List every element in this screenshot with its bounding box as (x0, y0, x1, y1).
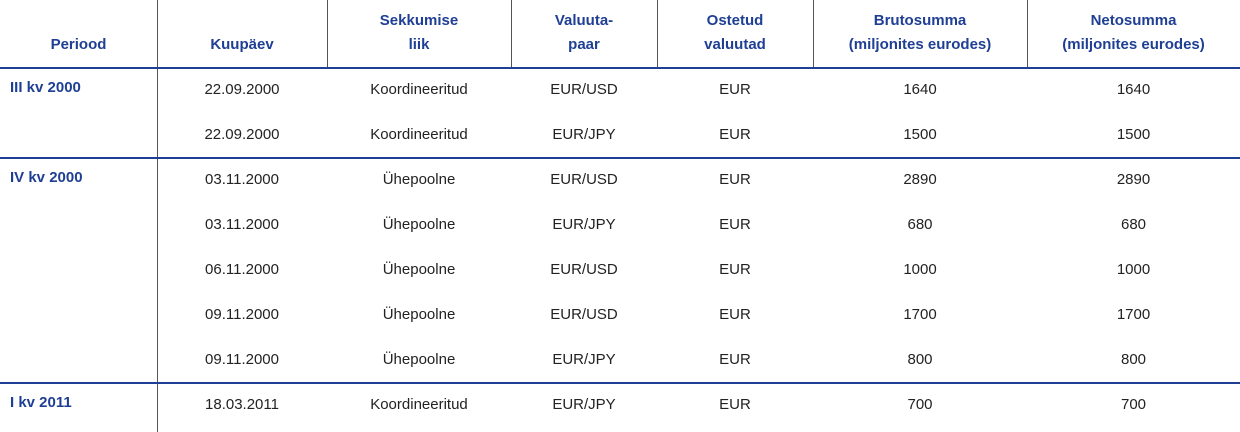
table-cell: 680 (1120, 216, 1147, 233)
period-divider (157, 68, 158, 432)
column-header: Kuupäev (210, 36, 274, 53)
table-cell: Ühepoolne (382, 216, 456, 233)
period-label: IV kv 2000 (10, 169, 83, 186)
table-cell: EUR/USD (550, 81, 618, 98)
table-cell: 09.11.2000 (205, 306, 279, 323)
table-cell: 03.11.2000 (205, 216, 279, 233)
table-cell: Ühepoolne (382, 351, 456, 368)
table-cell: EUR/JPY (552, 351, 616, 368)
table-cell: 1640 (903, 81, 937, 98)
table-cell: Ühepoolne (382, 171, 456, 188)
header-divider (327, 0, 328, 68)
header-divider (813, 0, 814, 68)
table-cell: EUR/USD (550, 171, 618, 188)
table-cell: 1000 (903, 261, 937, 278)
column-header: paar (568, 36, 600, 53)
column-header: Periood (50, 36, 107, 53)
table-cell: 22.09.2000 (204, 126, 280, 143)
table-cell: Ühepoolne (382, 306, 456, 323)
table-cell: 2890 (903, 171, 937, 188)
table-cell: 1000 (1116, 261, 1151, 278)
table-cell: Koordineeritud (370, 81, 468, 98)
table-cell: 800 (907, 351, 933, 368)
table-cell: EUR (719, 396, 751, 413)
table-cell: 06.11.2000 (205, 261, 279, 278)
table-cell: 2890 (1116, 171, 1151, 188)
table-cell: EUR/JPY (552, 216, 616, 233)
table-cell: 1700 (903, 306, 937, 323)
table-cell: Ühepoolne (382, 261, 456, 278)
table-cell: EUR/JPY (552, 126, 616, 143)
header-divider (1027, 0, 1028, 68)
column-header: liik (408, 36, 430, 53)
column-header: Valuuta- (554, 12, 614, 29)
table-cell: EUR/JPY (552, 396, 616, 413)
header-divider (511, 0, 512, 68)
table-cell: 1700 (1116, 306, 1151, 323)
table-cell: 700 (907, 396, 933, 413)
table-cell: 1500 (1116, 126, 1151, 143)
table-cell: EUR (719, 126, 751, 143)
table-cell: EUR (719, 81, 751, 98)
column-header: Netosumma (1090, 12, 1177, 29)
table-cell: EUR/USD (550, 261, 618, 278)
table-cell: 1640 (1116, 81, 1151, 98)
table-cell: Koordineeritud (370, 126, 468, 143)
header-divider (157, 0, 158, 68)
table-cell: 800 (1120, 351, 1147, 368)
column-header: Brutosumma (873, 12, 967, 29)
column-header: (miljonites eurodes) (848, 36, 992, 53)
column-header: (miljonites eurodes) (1062, 36, 1205, 53)
table-cell: EUR (719, 306, 751, 323)
column-header: Ostetud (706, 12, 764, 29)
table-cell: Koordineeritud (370, 396, 468, 413)
column-header: valuutad (704, 36, 766, 53)
table-cell: 22.09.2000 (204, 81, 280, 98)
header-divider (657, 0, 658, 68)
table-cell: 680 (907, 216, 933, 233)
table-cell: 03.11.2000 (205, 171, 279, 188)
table-cell: EUR (719, 261, 751, 278)
table-cell: 09.11.2000 (205, 351, 279, 368)
table-cell: EUR (719, 216, 751, 233)
group-rule (0, 157, 1240, 159)
table-cell: 1500 (903, 126, 937, 143)
table-cell: EUR (719, 171, 751, 188)
table-cell: 700 (1120, 396, 1147, 413)
table-cell: 18.03.2011 (205, 396, 279, 413)
group-rule (0, 382, 1240, 384)
period-label: I kv 2011 (10, 394, 72, 411)
header-rule (0, 67, 1240, 69)
table-cell: EUR (719, 351, 751, 368)
table-cell: EUR/USD (550, 306, 618, 323)
column-header: Sekkumise (379, 12, 459, 29)
period-label: III kv 2000 (10, 79, 81, 96)
